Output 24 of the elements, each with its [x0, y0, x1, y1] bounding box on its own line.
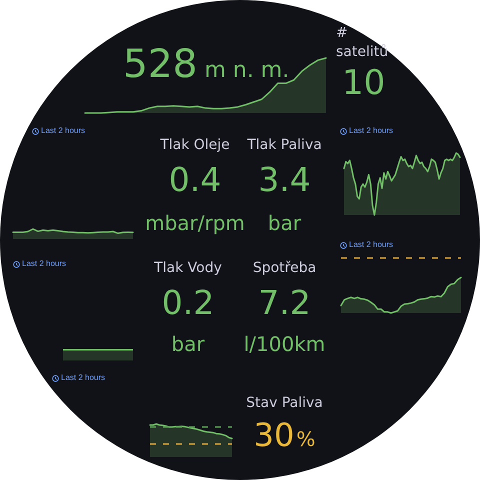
text: 7.2	[258, 283, 311, 322]
text: mbar/rpm	[145, 211, 245, 235]
text: 0.4	[168, 160, 222, 199]
annotation: 528	[123, 42, 198, 87]
text: Last 2 hours	[61, 373, 106, 382]
text: 30	[254, 416, 294, 454]
text: 0.2	[162, 283, 214, 322]
text: # satelitů	[336, 24, 390, 62]
text: l/100km	[244, 332, 326, 356]
text: Stav Paliva	[246, 395, 323, 411]
text: %	[296, 427, 316, 451]
text: Tlak Oleje	[160, 137, 230, 153]
text: 3.4	[258, 160, 311, 199]
text: bar	[268, 211, 302, 235]
chart-subtitle: Last 2 hours	[41, 126, 86, 135]
chart-subtitle: Last 2 hours	[349, 240, 394, 249]
text: Spotřeba	[252, 260, 316, 276]
text: bar	[171, 332, 205, 356]
text: Last 2 hours	[22, 259, 66, 268]
chart-subtitle: Last 2 hours	[349, 126, 394, 135]
text: Tlak Paliva	[247, 137, 322, 153]
text: 10	[342, 63, 386, 103]
text: Tlak Vody	[154, 260, 222, 276]
annotation: m n. m.	[204, 58, 290, 83]
